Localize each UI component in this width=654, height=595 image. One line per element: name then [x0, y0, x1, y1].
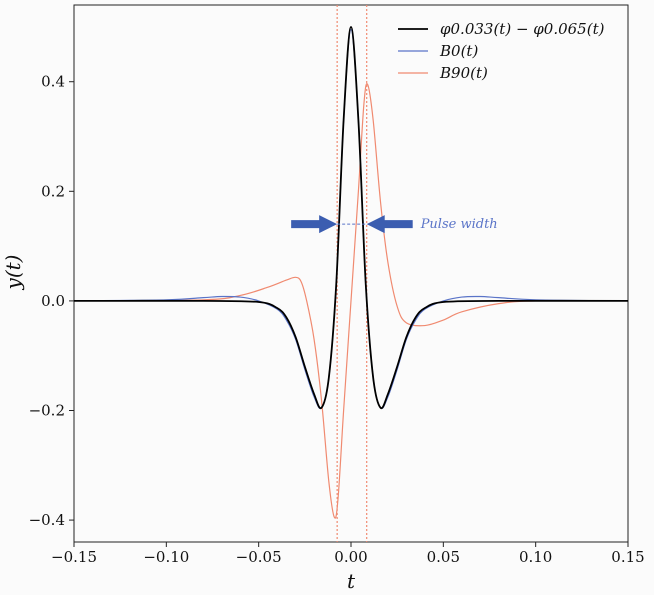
x-tick-label: −0.05 — [236, 548, 282, 566]
series-line-0 — [73, 26, 629, 410]
x-tick-label: −0.15 — [51, 548, 97, 566]
series-layer — [73, 26, 629, 519]
x-tick-label: 0.00 — [334, 548, 367, 566]
y-tick-label: 0.0 — [41, 292, 65, 310]
y-tick-label: 0.2 — [41, 182, 65, 200]
y-tick-label: −0.2 — [29, 401, 65, 419]
legend: φ0.033(t) − φ0.065(t) B0(t) B90(t) — [398, 20, 605, 82]
left-arrow-icon — [291, 215, 338, 234]
y-tick-label: 0.4 — [41, 73, 65, 91]
right-arrow-icon — [366, 215, 413, 234]
x-axis: −0.15 −0.10 −0.05 0.00 0.05 0.10 0.15 — [51, 542, 645, 566]
legend-label: B0(t) — [439, 42, 478, 60]
plot-area — [73, 4, 629, 543]
pulse-width-annotation: Pulse width — [291, 215, 498, 234]
y-axis-label: y(t) — [1, 255, 25, 291]
x-tick-label: 0.10 — [519, 548, 552, 566]
x-tick-label: 0.15 — [611, 548, 644, 566]
legend-label: φ0.033(t) − φ0.065(t) — [440, 20, 605, 38]
x-axis-label: t — [347, 569, 356, 593]
x-tick-label: 0.05 — [427, 548, 460, 566]
series-line-2 — [73, 83, 629, 519]
x-tick-label: −0.10 — [143, 548, 189, 566]
y-tick-label: −0.4 — [29, 511, 65, 529]
pulse-width-label: Pulse width — [420, 217, 498, 232]
y-axis: −0.4 −0.2 0.0 0.2 0.4 — [29, 73, 74, 529]
legend-label: B90(t) — [439, 64, 488, 82]
